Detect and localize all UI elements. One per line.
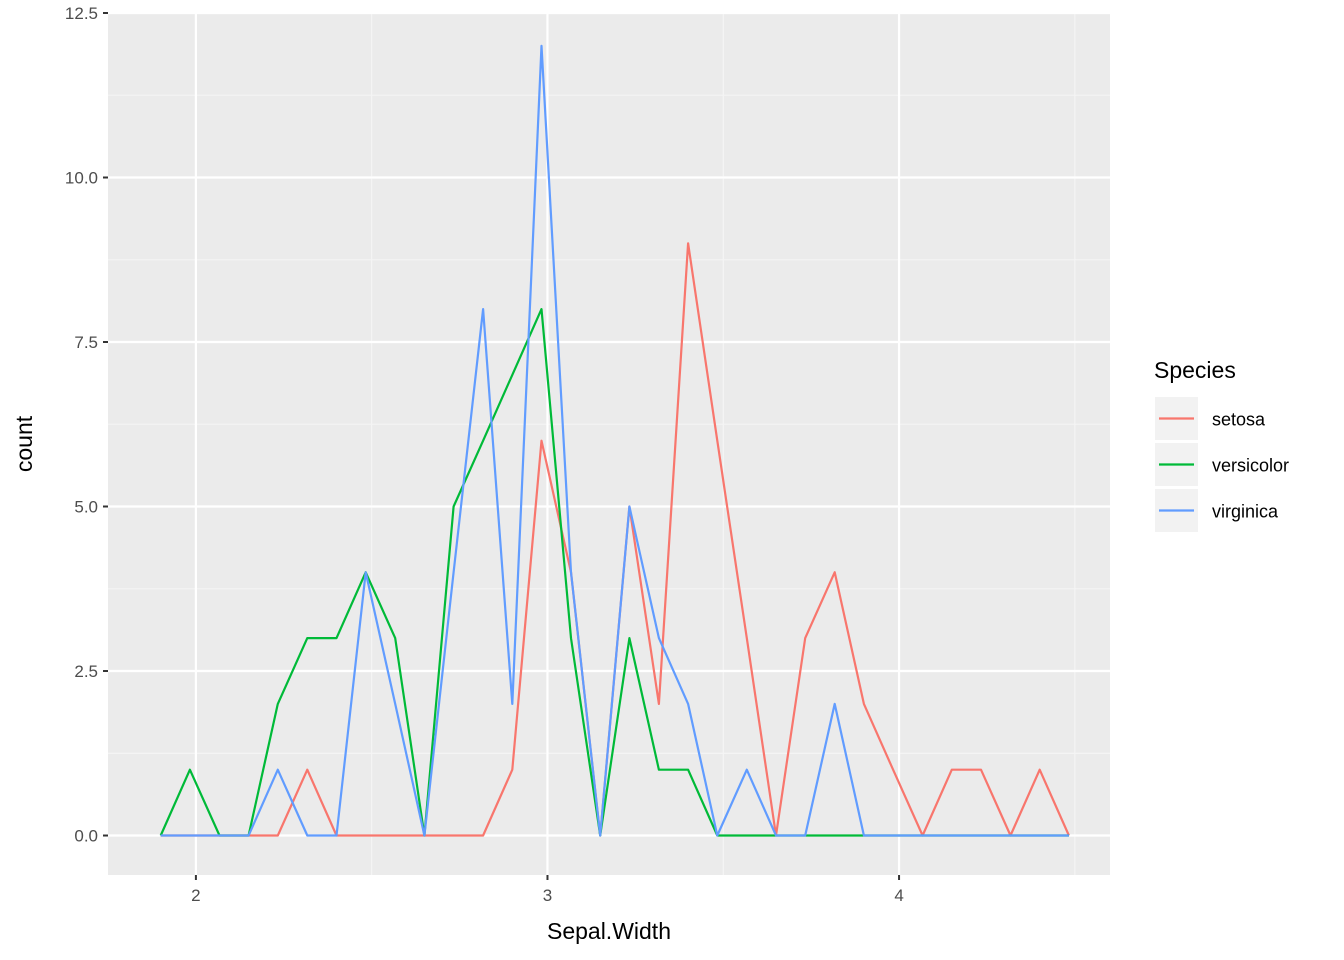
- y-tick-label: 2.5: [74, 662, 98, 681]
- x-tick-label: 3: [543, 886, 552, 905]
- series-line-virginica: [160, 44, 1069, 837]
- y-tick-label: 5.0: [74, 498, 98, 517]
- y-tick-label: 10.0: [65, 169, 98, 188]
- y-axis-title: count: [11, 415, 37, 472]
- x-axis-title: Sepal.Width: [547, 918, 671, 944]
- y-tick-label: 12.5: [65, 4, 98, 23]
- x-tick-label: 4: [894, 886, 903, 905]
- minor-gridlines: [108, 13, 1110, 875]
- legend-label-virginica: virginica: [1212, 502, 1279, 522]
- legend-title: Species: [1154, 357, 1236, 383]
- legend: Species setosa versicolor virginica: [1154, 357, 1289, 532]
- x-tick-label: 2: [191, 886, 200, 905]
- series-lines: [159, 44, 1070, 837]
- legend-label-versicolor: versicolor: [1212, 456, 1289, 476]
- legend-label-setosa: setosa: [1212, 410, 1266, 430]
- y-tick-label: 7.5: [74, 333, 98, 352]
- y-axis: 0.0 2.5 5.0 7.5 10.0 12.5: [65, 4, 108, 846]
- y-tick-label: 0.0: [74, 827, 98, 846]
- x-axis: 2 3 4: [191, 875, 904, 905]
